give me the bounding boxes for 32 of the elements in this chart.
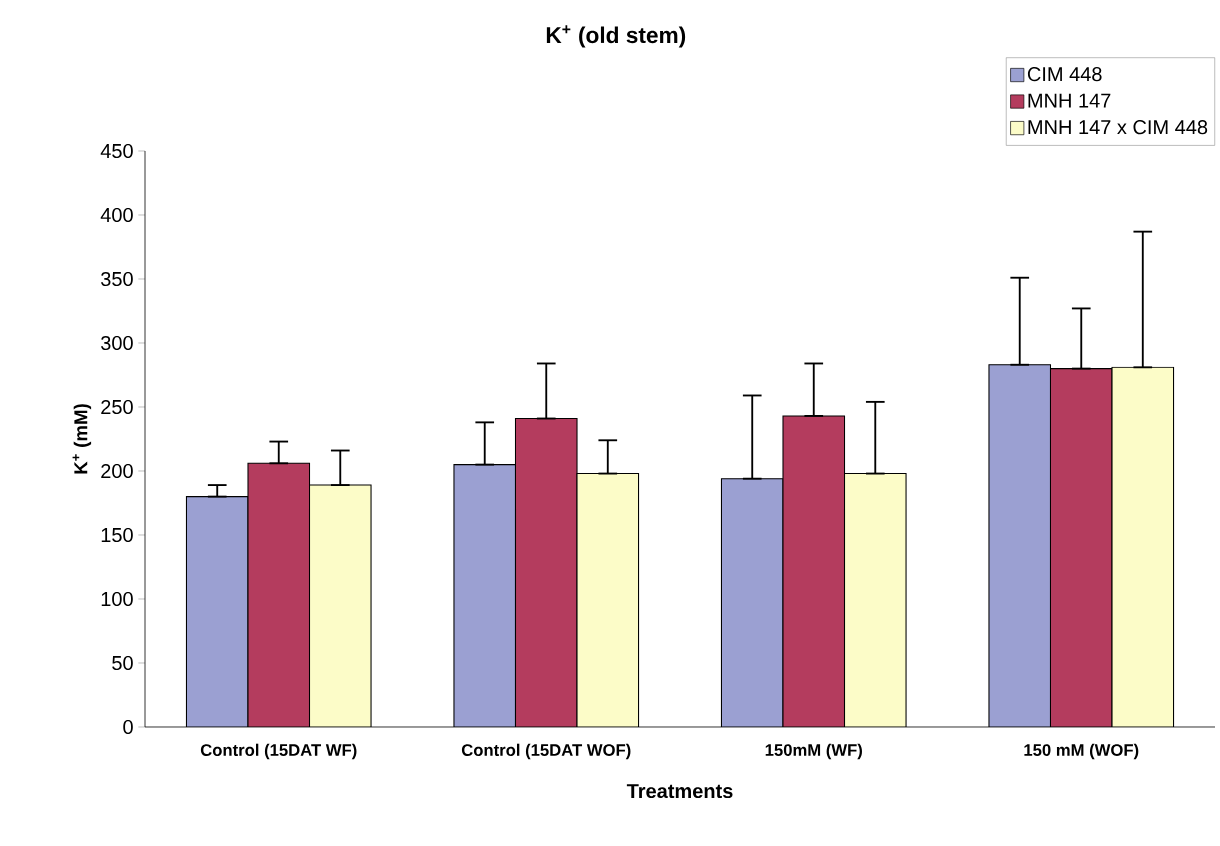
bar [988,364,1052,727]
chart-title: K$^{+}$ (old stem) [546,25,686,48]
bar [1049,368,1113,727]
x-tick-label: 150mM (WF) [765,743,862,760]
y-tick-label: 50 [112,655,133,671]
y-tick-label: 250 [101,399,133,415]
bar [1111,366,1175,727]
y-tick-label: 150 [101,527,133,543]
y-tick-label: 400 [100,207,133,223]
bar [721,478,783,727]
legend-label: MNH 147 x CIM 448 [1028,120,1208,135]
y-tick-label: 450 [100,143,133,159]
y-tick-label: 300 [101,335,133,351]
bar [577,473,639,727]
x-tick-label: 150 mM (WOF) [1024,743,1139,760]
x-axis-title: Treatments [626,784,733,799]
bar [309,485,372,727]
y-tick-label: 100 [101,591,133,607]
bar [247,463,310,727]
bar [453,464,516,727]
y-axis-title: K$^{+}$ (mM) [72,404,92,474]
bar [515,418,578,727]
legend-label: CIM 448 [1027,67,1102,82]
y-tick-label: 0 [123,719,133,735]
x-tick-label: Control (15DAT WF) [200,743,357,760]
x-tick-label: Control (15DAT WOF) [461,743,631,760]
y-tick-label: 200 [101,463,133,479]
bar [186,496,248,727]
bar [844,473,907,727]
bar [782,415,845,727]
legend-label: MNH 147 [1028,93,1111,108]
y-tick-label: 350 [101,271,133,287]
